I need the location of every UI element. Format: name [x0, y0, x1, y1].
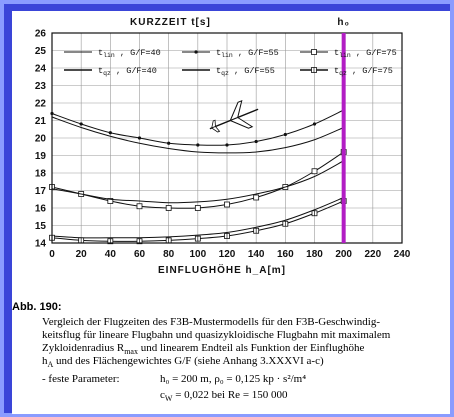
chart-axes: 14 15 16 17 18 19 20 21 22 23 24 25 26 0 20 40 60 80 100 12…: [35, 29, 411, 261]
x-tick-label: 120: [219, 249, 236, 260]
y-tick-label: 25: [35, 46, 47, 57]
series-3-point: [165, 205, 172, 211]
caption-line-4: hA und des Flächengewichtes G/F (siehe A…: [42, 355, 324, 371]
x-tick-label: 200: [335, 249, 352, 260]
legend-label-4: tqz , G/F=40: [98, 66, 157, 77]
y-tick-label: 22: [35, 99, 47, 110]
legend-label-2: tlin , G/F=55: [216, 48, 279, 59]
chart-grid: [51, 32, 403, 244]
chart-legend: tlin , G/F=40 tlin , G/F=55 tlin , G/F=75 t…: [64, 48, 397, 77]
series-2-point: [225, 143, 229, 147]
caption-params-2-rest: = 0,022 bei Re = 150 000: [172, 389, 288, 401]
y-tick-label: 18: [35, 169, 47, 180]
y-tick-label: 16: [35, 204, 47, 215]
y-tick-label: 19: [35, 151, 47, 162]
x-tick-label: 20: [76, 249, 88, 260]
y-tick-label: 21: [35, 116, 47, 127]
caption-rmax-r: Zykloidenradius R: [42, 342, 125, 354]
legend-label-1: tlin , G/F=40: [98, 48, 161, 59]
caption-ha-h: h: [42, 355, 48, 367]
x-tick-label: 100: [189, 249, 206, 260]
y-tick-label: 23: [35, 81, 47, 92]
h0-marker-line: [341, 33, 346, 243]
legend-label-6: tqz , G/F=75: [334, 66, 393, 77]
x-tick-label: 0: [49, 249, 55, 260]
x-tick-label: 40: [105, 249, 117, 260]
plot-frame: [51, 32, 403, 244]
caption-params-label: - feste Parameter:: [42, 373, 120, 385]
glider-illustration-icon: [209, 99, 259, 133]
series-2-point: [283, 132, 287, 137]
series-2-point: [312, 122, 317, 126]
x-tick-label: 160: [277, 249, 294, 260]
caption-rmax-sub: max: [124, 347, 138, 357]
y-tick-label: 17: [35, 186, 47, 197]
x-tick-label: 60: [134, 249, 146, 260]
series-3-point: [107, 198, 114, 204]
series-line-4: [51, 160, 344, 204]
caption-cw-c: c: [160, 389, 165, 401]
caption-params-2: cW = 0,022 bei Re = 150 000: [160, 389, 288, 405]
y-tick-label: 20: [35, 134, 47, 145]
caption-cw-sub: W: [164, 394, 173, 404]
series-2-point: [137, 136, 142, 140]
caption-ha-sub: A: [47, 360, 54, 370]
series-2-point: [196, 143, 200, 147]
y-tick-label: 14: [35, 239, 47, 250]
series-line-5: [51, 197, 344, 239]
series-3-point: [136, 203, 143, 210]
series-2-point: [108, 131, 112, 135]
caption-line-3: Zykloidenradius Rmax und linearem Endtei…: [42, 342, 364, 358]
x-tick-label: 180: [306, 249, 323, 260]
flight-time-chart: 14 15 16 17 18 19 20 21 22 23 24 25 26 0 20 40 60 80 100 12…: [35, 17, 411, 276]
x-tick-label: 140: [248, 249, 265, 260]
caption-line-4-rest: und des Flächengewichtes G/F (siehe Anha…: [53, 355, 324, 367]
x-tick-label: 220: [364, 249, 381, 260]
caption-params-1: h₀ = 200 m, ρ₀ = 0,125 kp · s²/m⁴: [160, 373, 307, 385]
legend-marker-2: [194, 50, 198, 54]
caption-line-2: keitsflug für lineare Flugbahn und quasi…: [42, 329, 391, 341]
caption-line-1: Vergleich der Flugzeiten des F3B-Musterm…: [42, 316, 380, 328]
y-tick-label: 26: [35, 29, 47, 40]
legend-label-3: tlin , G/F=75: [334, 48, 397, 59]
series-line-1: [51, 116, 344, 154]
series-3-point: [311, 168, 318, 175]
x-tick-label: 80: [163, 249, 175, 260]
legend-label-5: tqz , G/F=55: [216, 66, 275, 77]
x-axis-label: EINFLUGHÖHE h_A[m]: [158, 263, 286, 276]
figure-paper: 14 15 16 17 18 19 20 21 22 23 24 25 26 0 20 40 60 80 100 12…: [12, 11, 450, 414]
series-3-point: [253, 194, 260, 201]
series-3-point: [224, 201, 230, 208]
series-2-point: [79, 122, 83, 126]
caption-tag: Abb. 190:: [12, 301, 62, 313]
series-3-point: [194, 205, 201, 211]
caption-line-3-rest: und linearem Endteil als Funktion der Ei…: [137, 342, 365, 354]
legend-marker-3: [311, 49, 317, 55]
h0-marker-label: h₀: [337, 17, 350, 28]
series-2-point: [254, 139, 258, 144]
x-tick-label: 240: [394, 249, 411, 260]
series-2-point: [167, 141, 171, 145]
y-tick-label: 24: [35, 64, 47, 75]
y-tick-label: 15: [35, 221, 47, 232]
y-axis-label: KURZZEIT t[s]: [130, 17, 211, 28]
